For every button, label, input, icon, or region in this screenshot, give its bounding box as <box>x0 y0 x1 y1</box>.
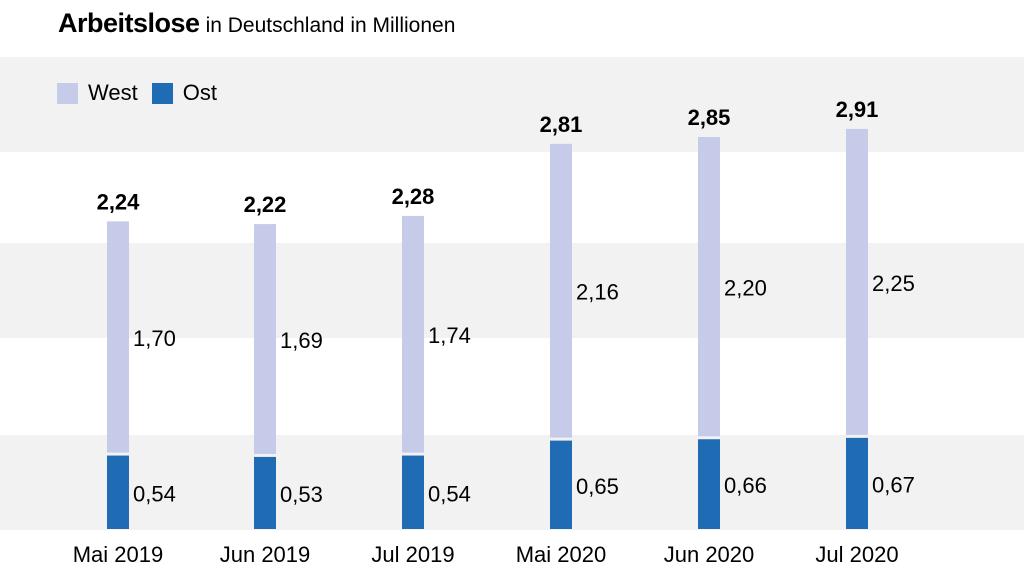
chart-title: Arbeitslose in Deutschland in Millionen <box>58 8 455 39</box>
bar-total-label-1: 2,22 <box>244 192 287 217</box>
legend-swatch-west <box>57 82 78 104</box>
legend-label-west: West <box>88 80 138 105</box>
bar-west-0 <box>107 221 129 453</box>
legend-label-ost: Ost <box>182 80 217 105</box>
bar-west-1 <box>254 224 276 454</box>
bar-west-3 <box>550 143 572 438</box>
bar-ost-label-4: 0,66 <box>724 473 767 498</box>
legend-item-ost: Ost <box>151 80 217 106</box>
bar-ost-3 <box>550 440 572 529</box>
bar-total-label-3: 2,81 <box>540 112 583 137</box>
x-tick-label-5: Jul 2020 <box>815 542 898 567</box>
bar-west-label-2: 1,74 <box>428 323 471 348</box>
legend-swatch-ost <box>151 82 173 104</box>
bar-total-label-5: 2,91 <box>836 97 879 122</box>
bar-west-5 <box>846 128 868 435</box>
bar-ost-1 <box>254 456 276 529</box>
bar-total-label-2: 2,28 <box>392 184 435 209</box>
legend-item-west: West <box>57 80 138 106</box>
bar-west-label-0: 1,70 <box>133 326 176 351</box>
bar-ost-label-0: 0,54 <box>133 481 176 506</box>
bar-west-label-4: 2,20 <box>724 276 767 301</box>
bar-west-label-3: 2,16 <box>576 280 619 305</box>
bar-ost-label-2: 0,54 <box>428 481 471 506</box>
x-tick-label-0: Mai 2019 <box>73 542 164 567</box>
title-main: Arbeitslose <box>58 8 200 38</box>
x-tick-label-4: Jun 2020 <box>664 542 755 567</box>
bar-total-label-0: 2,24 <box>97 189 141 214</box>
bar-west-2 <box>402 215 424 453</box>
bar-ost-label-1: 0,53 <box>280 482 323 507</box>
bar-west-4 <box>698 137 720 437</box>
bar-west-label-1: 1,69 <box>280 328 323 353</box>
bar-ost-label-3: 0,65 <box>576 474 619 499</box>
title-sub: in Deutschland in Millionen <box>205 14 456 37</box>
bar-total-label-4: 2,85 <box>688 105 731 130</box>
x-tick-label-1: Jun 2019 <box>220 542 311 567</box>
bar-ost-5 <box>846 437 868 529</box>
bar-west-label-5: 2,25 <box>872 271 915 296</box>
x-tick-label-3: Mai 2020 <box>516 542 607 567</box>
bar-ost-0 <box>107 455 129 529</box>
bar-ost-4 <box>698 439 720 529</box>
x-tick-label-2: Jul 2019 <box>371 542 454 567</box>
bar-ost-label-5: 0,67 <box>872 472 915 497</box>
bar-ost-2 <box>402 455 424 529</box>
legend: West Ost <box>57 80 231 106</box>
